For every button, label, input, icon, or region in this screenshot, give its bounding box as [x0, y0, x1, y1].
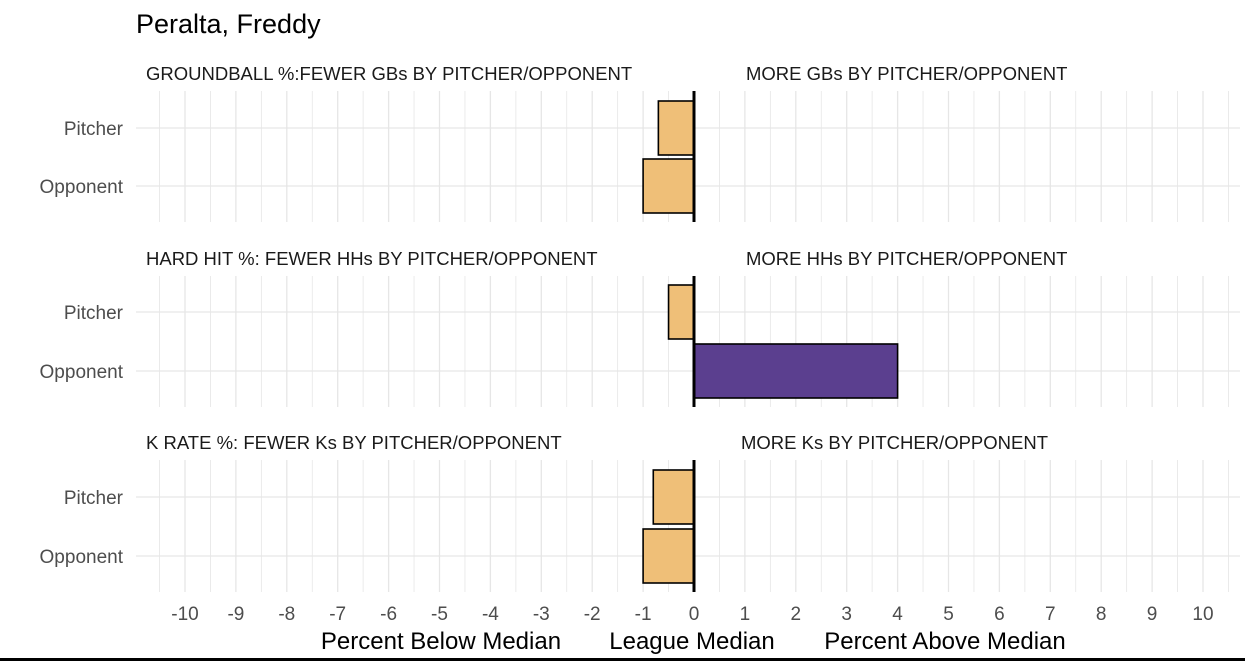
- x-tick-label: -7: [329, 604, 346, 625]
- x-tick-label: -1: [635, 604, 652, 625]
- x-tick-label: 0: [689, 604, 700, 625]
- x-tick-label: 1: [740, 604, 751, 625]
- category-label: Pitcher: [64, 488, 124, 509]
- panel-label-left: K RATE %: FEWER Ks BY PITCHER/OPPONENT: [146, 432, 562, 453]
- bottom-rule: [0, 658, 1245, 661]
- x-axis-label-center: League Median: [609, 628, 774, 655]
- x-tick-label: 8: [1096, 604, 1107, 625]
- bar-pitcher: [657, 100, 695, 156]
- category-label: Opponent: [40, 177, 124, 198]
- bar-pitcher: [652, 469, 695, 525]
- bar-opponent: [642, 528, 695, 584]
- chart-title: Peralta, Freddy: [136, 9, 321, 39]
- x-tick-label: -10: [171, 604, 198, 625]
- category-label: Pitcher: [64, 303, 124, 324]
- panel-label-right: MORE GBs BY PITCHER/OPPONENT: [746, 63, 1067, 84]
- x-tick-label: -5: [431, 604, 448, 625]
- x-tick-label: -9: [227, 604, 244, 625]
- x-axis-label-right: Percent Above Median: [824, 628, 1066, 655]
- x-tick-label: -4: [482, 604, 499, 625]
- grid-layer: [136, 91, 1240, 592]
- panel-label-right: MORE HHs BY PITCHER/OPPONENT: [746, 248, 1067, 269]
- category-label: Opponent: [40, 547, 124, 568]
- bar-pitcher: [667, 284, 695, 340]
- bar-opponent: [642, 158, 695, 214]
- x-tick-label: 6: [994, 604, 1005, 625]
- x-tick-label: 2: [791, 604, 802, 625]
- x-tick-label: -6: [380, 604, 397, 625]
- x-tick-label: 9: [1147, 604, 1158, 625]
- x-tick-label: 3: [841, 604, 852, 625]
- x-tick-label: -3: [533, 604, 550, 625]
- bar-opponent: [693, 343, 899, 399]
- x-axis-label-left: Percent Below Median: [321, 628, 561, 655]
- panel-label-left: HARD HIT %: FEWER HHs BY PITCHER/OPPONEN…: [146, 248, 598, 269]
- category-label: Opponent: [40, 362, 124, 383]
- x-tick-label: 10: [1192, 604, 1213, 625]
- x-tick-label: -2: [584, 604, 601, 625]
- bars-layer: [642, 100, 899, 584]
- category-label: Pitcher: [64, 119, 124, 140]
- text-layer: Peralta, Freddy Pitcher Opponent GROUNDBALL…: [40, 9, 1214, 655]
- x-tick-label: 7: [1045, 604, 1056, 625]
- x-tick-label: -8: [278, 604, 295, 625]
- panel-label-left: GROUNDBALL %:FEWER GBs BY PITCHER/OPPONE…: [146, 63, 632, 84]
- x-tick-label: 5: [943, 604, 954, 625]
- panel-label-right: MORE Ks BY PITCHER/OPPONENT: [741, 432, 1048, 453]
- x-tick-label: 4: [892, 604, 903, 625]
